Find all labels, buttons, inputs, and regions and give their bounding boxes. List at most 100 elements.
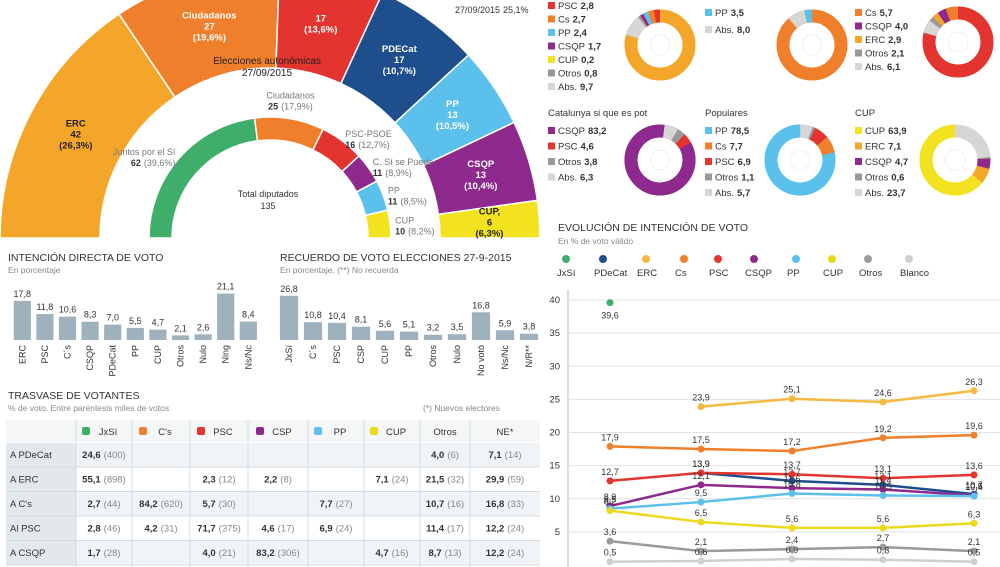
value-label: 0,5 xyxy=(968,548,981,558)
legend-value: 2,8 xyxy=(581,1,594,12)
donut-segment xyxy=(809,127,828,146)
legend-swatch xyxy=(705,189,712,196)
donut-segment xyxy=(626,17,647,39)
legend-entry: CUP 63,9 xyxy=(865,126,907,137)
legend-entry: Abs. 6,1 xyxy=(865,62,901,73)
y-tick-label: 35 xyxy=(549,328,560,339)
seat-label-line: (10,4%) xyxy=(464,181,497,192)
value-label: 5,6 xyxy=(379,319,392,329)
value-label: 11,8 xyxy=(36,302,53,312)
cell-votes: (44) xyxy=(104,499,121,510)
legend-value: 5,7 xyxy=(737,188,750,199)
donut-logo xyxy=(944,149,966,171)
legend-value: 7,7 xyxy=(730,142,743,153)
legend-swatch xyxy=(705,173,712,181)
row-label: A C's xyxy=(10,499,32,510)
x-tick-label: PSC xyxy=(40,345,50,364)
legend-value: 1,7 xyxy=(588,42,601,53)
legend-swatch xyxy=(855,142,862,150)
donut-logo xyxy=(801,34,823,56)
row-label: Al PSC xyxy=(10,524,41,535)
value-label: 0,8 xyxy=(877,546,890,556)
legend-name: Cs xyxy=(715,142,727,153)
value-label: 9,5 xyxy=(695,488,708,498)
legend-name: Abs. xyxy=(865,188,884,199)
legend-name: Abs. xyxy=(715,188,734,199)
table-cell: 21,5 (32) xyxy=(426,475,464,486)
legend-entry: Abs. 8,0 xyxy=(715,25,750,36)
cell-votes: (31) xyxy=(161,524,178,535)
donut-segment xyxy=(919,124,983,196)
legend-dot xyxy=(714,255,722,263)
x-tick-label: C´s xyxy=(308,345,318,359)
series-point xyxy=(788,470,796,478)
series-point xyxy=(970,431,978,439)
legend-swatch xyxy=(705,158,712,165)
cell-pct: 4,6 xyxy=(261,524,274,535)
series-point xyxy=(606,299,614,307)
table-cell: 10,7 (16) xyxy=(426,499,464,510)
legend-swatch xyxy=(855,49,862,57)
donut-segment xyxy=(816,137,835,156)
table-cell: 2,7 (44) xyxy=(87,499,120,510)
value-label: 11,4 xyxy=(875,475,892,485)
donut-segment xyxy=(662,124,678,141)
series-point xyxy=(788,477,796,485)
seat-label-line: 17 xyxy=(394,55,405,66)
donut-segment xyxy=(639,13,650,27)
legend-name: CUP xyxy=(558,55,578,66)
legend-name: Otros xyxy=(865,173,888,184)
value-label: 10,5 xyxy=(965,481,983,491)
bar xyxy=(194,334,212,340)
table-note: (*) Nuevos electores xyxy=(423,403,500,413)
legend-dot xyxy=(792,255,800,263)
series-point xyxy=(970,492,978,500)
value-label: 39,6 xyxy=(601,311,619,321)
legend-name: Otros xyxy=(558,69,581,80)
row-bg xyxy=(6,541,540,565)
legend-swatch xyxy=(548,29,555,36)
value-label: 2,6 xyxy=(197,322,210,332)
legend-value: 4,0 xyxy=(895,22,908,33)
seat-label: PP 11 (8,5%) xyxy=(388,186,427,207)
cell-pct: 2,7 xyxy=(87,499,100,510)
legend-label: PDeCat xyxy=(594,268,628,279)
value-label: 17,5 xyxy=(692,435,710,445)
chart-subtitle: En porcentaje xyxy=(8,265,61,275)
series-point xyxy=(970,547,978,555)
legend-swatch xyxy=(705,127,712,134)
cell-votes: (24) xyxy=(392,475,409,486)
series-point xyxy=(879,398,887,406)
row-bg xyxy=(6,516,540,541)
seat-label-line: (10,7%) xyxy=(383,66,416,77)
legend-name: Cs xyxy=(558,15,570,26)
cell-votes: (24) xyxy=(507,548,524,559)
seat-label-line: (10,5%) xyxy=(436,121,469,132)
legend-swatch xyxy=(548,158,555,165)
donut-segment xyxy=(929,17,943,29)
cell-pct: 1,7 xyxy=(87,548,100,559)
x-tick-label: Ns/Nc xyxy=(243,345,253,370)
legend-swatch xyxy=(855,158,862,165)
cell-votes: (27) xyxy=(336,499,353,510)
legend-entry: ERC 7,1 xyxy=(865,142,902,153)
legend-value: 23,7 xyxy=(887,188,906,199)
seat-label: ERC 42 (26,3%) xyxy=(59,119,92,152)
value-label: 10,6 xyxy=(59,305,77,315)
legend-entry: Abs. 23,7 xyxy=(865,188,906,199)
value-label: 10,8 xyxy=(304,310,322,320)
column-header: PSC xyxy=(213,427,233,438)
seat-label-line: (6,3%) xyxy=(475,229,503,240)
cell-pct: 83,2 xyxy=(256,548,275,559)
seat-label: CUP 10 (8,2%) xyxy=(395,215,435,236)
cell-votes: (620) xyxy=(161,499,183,510)
cell-pct: 8,7 xyxy=(428,548,441,559)
legend-entry: Otros 0,8 xyxy=(558,69,597,80)
legend-name: Otros xyxy=(865,49,888,60)
seat-label-seats: 10 xyxy=(395,226,405,236)
seat-label-name: PP xyxy=(388,186,400,196)
cell-votes: (59) xyxy=(507,475,524,486)
bar xyxy=(58,316,77,340)
seat-label: Ciudadanos 25 (17,9%) xyxy=(266,91,315,112)
legend-entry: PP 3,5 xyxy=(715,8,745,19)
